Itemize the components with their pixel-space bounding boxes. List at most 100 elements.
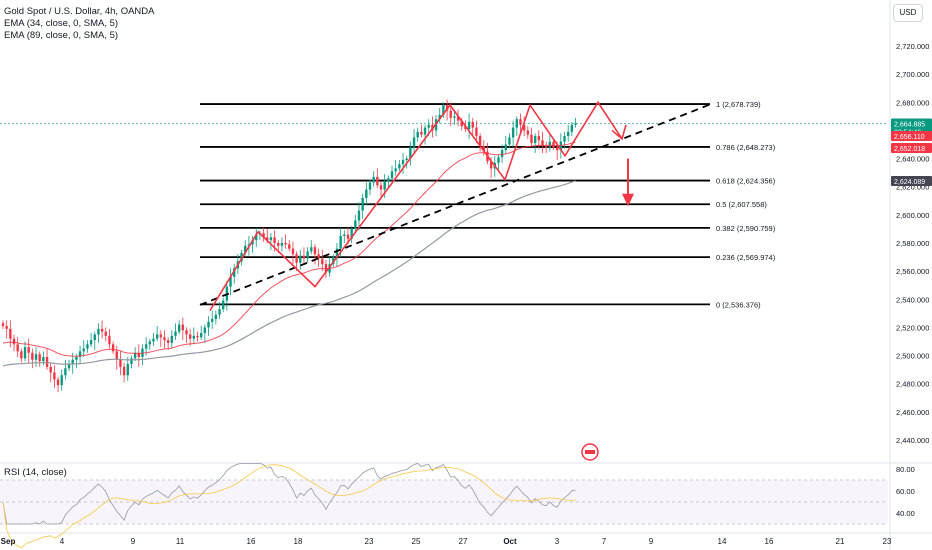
rsi-legend[interactable]: RSI (14, close) <box>4 467 67 478</box>
candle-body <box>20 351 23 359</box>
tradingview-logo-mark <box>585 450 595 454</box>
rsi-line <box>2 463 576 525</box>
candle-body <box>122 366 126 376</box>
down-arrow-head <box>622 193 634 207</box>
candle-body <box>100 328 104 332</box>
time-tick-label: 18 <box>294 537 303 546</box>
price-tick-label: 2,460.000 <box>896 408 929 417</box>
candle-body <box>530 134 533 144</box>
zigzag-pattern <box>209 100 623 311</box>
ema-89-line <box>2 180 576 367</box>
candle-body <box>522 124 526 131</box>
ema-34-legend[interactable]: EMA (34, close, 0, SMA, 5) <box>4 18 119 29</box>
candle-body <box>185 330 188 335</box>
candle-body <box>67 364 71 369</box>
candle-body <box>321 258 324 265</box>
candle-body <box>174 331 177 336</box>
candle-body <box>203 327 207 334</box>
candle-body <box>552 141 555 148</box>
candle-body <box>387 178 390 182</box>
candle-body <box>544 145 548 148</box>
candle-body <box>416 131 419 138</box>
candle-body <box>89 340 93 345</box>
drawings[interactable] <box>199 100 713 311</box>
candle-body <box>75 356 78 360</box>
candle-body <box>394 168 397 172</box>
time-tick-label: 23 <box>365 537 374 546</box>
price-label-text: 2,652.018 <box>894 146 925 153</box>
ema-89-legend[interactable]: EMA (89, close, 0, SMA, 5) <box>4 30 119 41</box>
candle-body <box>489 161 493 169</box>
time-tick-label: 27 <box>459 537 468 546</box>
price-label-text: 2,656.110 <box>894 134 925 141</box>
candle-body <box>511 127 515 138</box>
fib-level-label: 0.786 (2,648.273) <box>716 143 776 152</box>
time-tick-label: 4 <box>60 537 65 546</box>
time-tick-label: 7 <box>602 537 607 546</box>
price-label-box <box>891 175 932 186</box>
fibonacci-retracement[interactable]: 1 (2,678.739) 0.786 (2,648.273) 0.618 (2,6… <box>200 100 776 309</box>
candle-body <box>38 354 41 362</box>
candle-body <box>467 121 471 130</box>
candle-body <box>339 235 342 249</box>
candle-body <box>563 136 566 142</box>
candle-body <box>471 121 474 128</box>
tradingview-logo-icon <box>581 443 599 461</box>
candle-body <box>405 158 408 160</box>
legend: Gold Spot / U.S. Dollar, 4h, OANDA EMA (… <box>4 6 154 42</box>
candle-body <box>566 131 570 137</box>
price-axis[interactable]: 2,720.0002,700.0002,680.0002,660.0002,64… <box>891 42 932 518</box>
candle-body <box>181 324 185 331</box>
candle-body <box>111 344 115 352</box>
candle-body <box>144 344 148 349</box>
symbol-title[interactable]: Gold Spot / U.S. Dollar, 4h, OANDA <box>4 6 155 17</box>
candle-body <box>119 359 122 367</box>
candle-body <box>222 300 225 310</box>
candle-body <box>126 364 129 376</box>
candle-body <box>313 247 317 255</box>
moving-averages <box>2 141 576 367</box>
candle-body <box>295 254 298 263</box>
time-tick-label: Oct <box>503 537 517 546</box>
price-tick-label: 2,540.000 <box>896 295 929 304</box>
time-tick-label: 14 <box>718 537 727 546</box>
candle-body <box>133 352 137 359</box>
rsi-tick-label: 80.00 <box>896 465 915 474</box>
candle-body <box>97 328 100 335</box>
price-label-box <box>891 143 932 153</box>
candle-body <box>354 220 357 229</box>
candle-body <box>152 338 155 342</box>
candle-body <box>240 252 243 262</box>
currency-button[interactable]: USD <box>893 4 923 22</box>
candle-body <box>277 243 280 246</box>
candle-body <box>383 181 386 190</box>
candle-body <box>460 120 463 127</box>
candle-body <box>332 257 335 265</box>
candle-body <box>361 197 364 211</box>
time-tick-label: 11 <box>176 537 185 546</box>
candle-body <box>86 344 89 349</box>
candle-body <box>453 116 456 118</box>
time-tick-label: 25 <box>412 537 421 546</box>
candle-body <box>526 130 530 135</box>
candle-body <box>368 182 372 190</box>
candle-body <box>218 309 221 315</box>
candle-body <box>49 366 52 373</box>
rsi-panel <box>0 463 888 549</box>
price-tick-label: 2,580.000 <box>896 239 929 248</box>
candle-body <box>163 337 166 341</box>
candle-body <box>390 171 394 179</box>
time-axis[interactable]: Sep 4 9 11 16 18 23 25 27 Oct 3 7 9 14 16 21 23 <box>1 537 892 546</box>
candle-body <box>108 335 111 345</box>
candle-body <box>148 341 151 345</box>
candle-body <box>78 351 82 357</box>
candle-body <box>229 276 232 287</box>
candle-body <box>9 328 12 339</box>
candle-body <box>280 243 284 246</box>
price-label-text: 2,624.089 <box>894 179 925 186</box>
candle-body <box>541 140 544 146</box>
candle-body <box>570 124 574 132</box>
candle-body <box>210 318 214 322</box>
